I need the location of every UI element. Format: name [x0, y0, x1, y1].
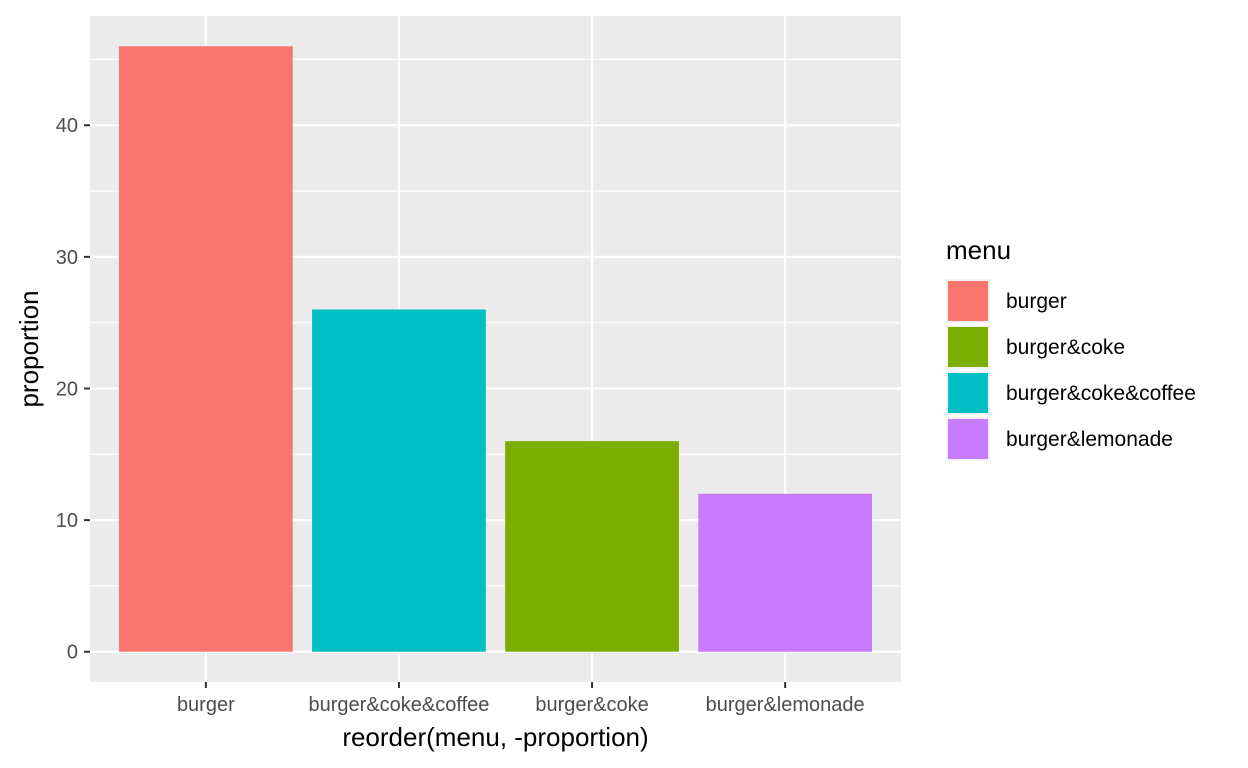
bar-burger — [118, 46, 293, 652]
x-tick-label: burger — [177, 694, 235, 716]
y-tick-label: 40 — [56, 115, 78, 137]
legend-item: burger — [946, 279, 1067, 323]
legend-item: burger&coke&coffee — [946, 371, 1196, 415]
bar-burger&coke&coffee — [312, 309, 486, 652]
y-tick-label: 10 — [56, 510, 78, 532]
bar-burger&coke — [505, 441, 679, 652]
x-axis-title: reorder(menu, -proportion) — [342, 722, 648, 752]
legend-label: burger — [1006, 290, 1067, 313]
bars — [118, 46, 873, 652]
legend-title: menu — [946, 235, 1011, 265]
y-axis: 0 10 20 30 40 — [56, 115, 90, 664]
legend-item: burger&coke — [946, 325, 1125, 369]
y-tick-label: 0 — [67, 642, 78, 664]
legend-swatch — [948, 373, 988, 413]
legend-swatch — [948, 327, 988, 367]
legend-swatch — [948, 281, 988, 321]
legend-swatch — [948, 419, 988, 459]
x-axis: burger burger&coke&coffee burger&coke burge… — [177, 682, 865, 716]
legend-label: burger&coke — [1006, 336, 1125, 359]
bar-burger&lemonade — [698, 493, 873, 652]
y-tick-label: 20 — [56, 378, 78, 400]
legend-item: burger&lemonade — [946, 417, 1173, 461]
legend-label: burger&lemonade — [1006, 428, 1173, 451]
y-tick-label: 30 — [56, 247, 78, 269]
x-tick-label: burger&coke&coffee — [309, 694, 490, 716]
legend: menu burger burger&coke burger&coke&coffee… — [946, 235, 1196, 461]
legend-label: burger&coke&coffee — [1006, 382, 1196, 405]
x-tick-label: burger&lemonade — [706, 694, 865, 716]
x-tick-label: burger&coke — [535, 694, 648, 716]
y-axis-title: proportion — [14, 290, 44, 407]
